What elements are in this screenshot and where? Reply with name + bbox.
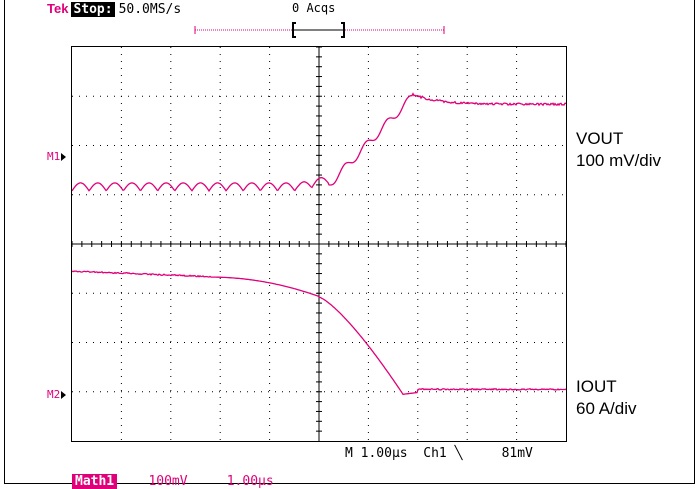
iout-label: IOUT 60 A/div bbox=[576, 376, 637, 420]
acquisition-count: 0 Acqs bbox=[292, 1, 335, 15]
math-channel-tag[interactable]: Math1 bbox=[72, 474, 117, 489]
iout-name: IOUT bbox=[576, 376, 637, 398]
graticule bbox=[72, 47, 566, 441]
marker-arrow-icon bbox=[61, 391, 66, 399]
vout-label: VOUT 100 mV/div bbox=[576, 128, 661, 172]
math-time-per-div: 1.00µs bbox=[227, 474, 274, 489]
waveform-display[interactable] bbox=[71, 46, 567, 442]
brand-label: Tek bbox=[47, 1, 68, 16]
trigger-source: Ch1 bbox=[423, 446, 446, 461]
math-readout-bar: Math1 100mV 1.00µs bbox=[72, 474, 274, 489]
marker-arrow-icon bbox=[61, 153, 66, 161]
scope-readout: M 1.00µs Ch1 ╲ 81mV bbox=[345, 446, 533, 461]
m2-label: M2 bbox=[47, 388, 60, 401]
m1-label: M1 bbox=[47, 150, 60, 163]
status-bar: Tek Stop: 50.0MS/s bbox=[47, 1, 181, 17]
vout-name: VOUT bbox=[576, 128, 661, 150]
falling-edge-icon: ╲ bbox=[455, 446, 463, 461]
trigger-level: 81mV bbox=[502, 446, 533, 461]
timebase-readout: M 1.00µs bbox=[345, 446, 408, 461]
vout-scale: 100 mV/div bbox=[576, 150, 661, 172]
m2-ground-marker[interactable]: M2 bbox=[47, 388, 66, 401]
math-volts-per-div: 100mV bbox=[148, 474, 187, 489]
m1-ground-marker[interactable]: M1 bbox=[47, 150, 66, 163]
run-state-badge[interactable]: Stop: bbox=[71, 2, 114, 17]
sample-rate: 50.0MS/s bbox=[119, 2, 182, 17]
iout-scale: 60 A/div bbox=[576, 398, 637, 420]
